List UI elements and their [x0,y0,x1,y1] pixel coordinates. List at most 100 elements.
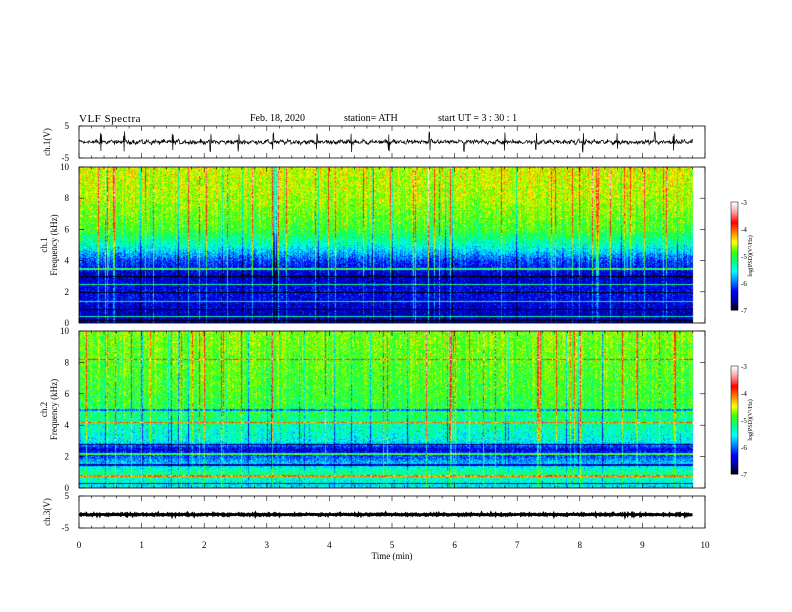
ch2-spectrogram-colorbar-swatch [731,416,738,419]
ch1-spectrogram-ylabel-channel: ch.1 [39,237,49,252]
header-station: station= ATH [344,113,398,124]
ch1-spectrogram-colorbar-swatch [731,247,738,250]
ch2-spectrogram-colorbar-swatch [731,438,738,441]
ch2-spectrogram-colorbar-swatch [731,380,738,383]
ch1-spectrogram-colorbar-swatch [731,234,738,237]
x-tick-label: 4 [327,540,332,550]
ch2-spectrogram-heatmap [79,331,705,488]
header-title: VLF Spectra [79,113,142,125]
header-date: Feb. 18, 2020 [250,113,305,124]
ch1-spectrogram-colorbar-swatch [731,290,738,293]
ch1-spectrogram-colorbar-swatch [731,229,738,232]
ch1-spectrogram-colorbar-swatch [731,288,738,291]
x-tick-label: 0 [77,540,82,550]
x-tick-label: 7 [515,540,520,550]
ch2-spectrogram-ylabel: Frequency (kHz) [49,379,59,440]
ch1-spectrogram-colorbar-swatch [731,212,738,216]
ch1-spectrogram-colorbar-swatch [731,238,738,241]
ch2-spectrogram-colorbar-tick-label: -3 [741,363,747,371]
ch2-spectrogram-colorbar-swatch [731,376,738,380]
ch1-spectrogram-colorbar-swatch [731,272,738,275]
ch2-spectrogram-colorbar-swatch [731,434,738,437]
ch1-spectrogram-colorbar-swatch [731,270,738,273]
ch1-spectrogram-colorbar-swatch [731,256,738,259]
ch2-spectrogram-colorbar-swatch [731,420,738,423]
ch2-spectrogram-y-tick-label: 6 [65,389,70,399]
ch1-spectrogram-ylabel: Frequency (kHz) [49,214,59,275]
ch2-spectrogram-colorbar-swatch [731,470,738,473]
ch1-spectrogram-colorbar-swatch [731,227,738,230]
ch1-waveform-trace [78,131,693,153]
ch3-waveform-y-tick-label: 5 [65,491,70,501]
ch2-spectrogram-colorbar-swatch [731,391,738,394]
ch2-spectrogram-colorbar-swatch [731,443,738,446]
ch1-spectrogram-colorbar-swatch [731,302,738,306]
ch2-spectrogram-colorbar-swatch [731,425,738,428]
ch2-spectrogram-colorbar-swatch [731,389,738,392]
ch3-waveform-trace [78,510,693,520]
ch1-spectrogram-colorbar-swatch [731,220,738,223]
ch1-spectrogram-colorbar-swatch [731,265,738,268]
ch2-spectrogram-colorbar-swatch [731,409,738,412]
ch1-spectrogram-y-tick-label: 10 [60,162,70,172]
x-tick-label: 6 [452,540,457,550]
ch1-spectrogram-colorbar-swatch [731,304,738,307]
ch1-spectrogram-colorbar-swatch [731,236,738,239]
ch2-spectrogram-colorbar-swatch [731,378,738,381]
ch1-spectrogram-colorbar-swatch [731,245,738,248]
header-start-time: start UT = 3 : 30 : 1 [438,113,518,124]
ch2-spectrogram-colorbar-swatch [731,369,738,372]
ch1-spectrogram-colorbar-swatch [731,218,738,221]
ch2-spectrogram-colorbar-tick-label: -4 [741,390,747,398]
ch2-spectrogram-heatmap-canvas [79,331,705,488]
ch2-spectrogram-colorbar-swatch [731,373,738,376]
ch2-spectrogram-colorbar-swatch [731,439,738,443]
ch2-spectrogram-colorbar-swatch [731,450,738,453]
ch1-spectrogram-y-tick-label: 8 [65,193,70,203]
ch2-spectrogram-colorbar-swatch [731,461,738,464]
ch2-spectrogram-colorbar-swatch [731,396,738,399]
ch2-spectrogram-colorbar [730,365,739,475]
ch2-spectrogram-colorbar-swatch [731,432,738,435]
ch1-spectrogram-colorbar-swatch [731,293,738,297]
ch2-spectrogram-colorbar-swatch [731,448,738,452]
ch2-spectrogram-colorbar-swatch [731,418,738,421]
ch2-spectrogram-colorbar-swatch [731,441,738,444]
ch2-spectrogram-colorbar-swatch [731,457,738,461]
ch1-spectrogram-colorbar-swatch [731,286,738,289]
x-tick-label: 9 [640,540,645,550]
ch1-spectrogram-colorbar-swatch [731,292,738,295]
ch1-spectrogram-colorbar-swatch [731,306,738,309]
ch2-spectrogram-colorbar-swatch [731,366,738,369]
x-tick-label: 8 [578,540,583,550]
ch1-spectrogram-colorbar-swatch [731,261,738,264]
ch2-spectrogram-colorbar-label: log(PSD)(V²/Hz) [747,399,754,440]
ch2-spectrogram-colorbar-swatch [731,412,738,416]
ch1-spectrogram-colorbar-tick-label: -5 [741,253,747,261]
ch1-spectrogram-colorbar-swatch [731,214,738,217]
ch1-spectrogram-colorbar-tick-label: -3 [741,199,747,207]
x-tick-label: 3 [265,540,270,550]
ch1-spectrogram-colorbar-label: log(PSD)(V²/Hz) [747,235,754,276]
ch1-spectrogram-colorbar-swatch [731,257,738,261]
ch2-spectrogram-colorbar-swatch [731,421,738,425]
ch2-spectrogram-colorbar-swatch [731,445,738,448]
ch2-spectrogram-colorbar-swatch [731,387,738,390]
ch2-spectrogram-colorbar-tick-label: -5 [741,417,747,425]
ch1-spectrogram-colorbar-swatch [731,252,738,255]
ch2-spectrogram-colorbar-swatch [731,414,738,417]
ch2-spectrogram-colorbar-swatch [731,459,738,462]
ch1-spectrogram-colorbar-tick-label: -6 [741,280,747,288]
ch1-spectrogram-colorbar-swatch [731,283,738,286]
ch1-spectrogram-colorbar-swatch [731,239,738,243]
ch1-spectrogram-colorbar-swatch [731,250,738,253]
ch1-waveform-y-tick-label: 5 [65,121,70,131]
ch1-spectrogram-colorbar-swatch [731,284,738,288]
ch2-spectrogram-colorbar-swatch [731,468,738,471]
ch1-spectrogram-colorbar-swatch [731,209,738,212]
ch1-spectrogram-colorbar-swatch [731,254,738,257]
ch1-spectrogram-colorbar-swatch [731,275,738,279]
ch1-spectrogram-y-tick-label: 4 [65,256,70,266]
ch2-spectrogram-colorbar-swatch [731,463,738,466]
